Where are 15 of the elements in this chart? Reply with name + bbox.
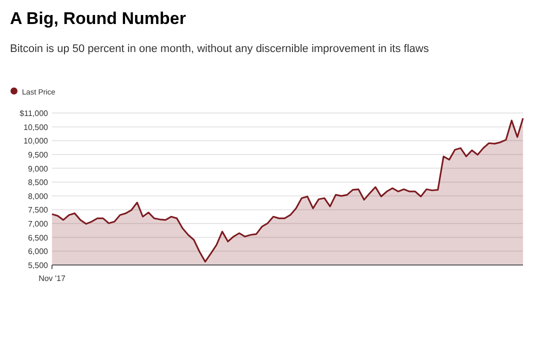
y-tick-label: 8,500 xyxy=(28,178,49,188)
y-tick-label: 7,000 xyxy=(28,220,49,229)
y-tick-label: 6,000 xyxy=(28,247,49,256)
y-tick-label: 5,500 xyxy=(28,261,49,270)
x-tick-label: Nov '17 xyxy=(38,274,66,283)
y-tick-label: 10,000 xyxy=(24,136,49,146)
y-tick-label: 6,500 xyxy=(28,233,49,242)
y-tick-label: 7,500 xyxy=(28,206,49,215)
y-tick-label: $11,000 xyxy=(20,109,49,118)
y-tick-label: 9,000 xyxy=(28,164,49,174)
y-tick-label: 9,500 xyxy=(28,150,49,160)
chart-title: A Big, Round Number xyxy=(10,9,186,28)
chart-subtitle: Bitcoin is up 50 percent in one month, without any discernible improvement in its flaws xyxy=(10,43,430,55)
y-tick-label: 8,000 xyxy=(28,192,49,201)
y-tick-label: 10,500 xyxy=(24,122,49,132)
